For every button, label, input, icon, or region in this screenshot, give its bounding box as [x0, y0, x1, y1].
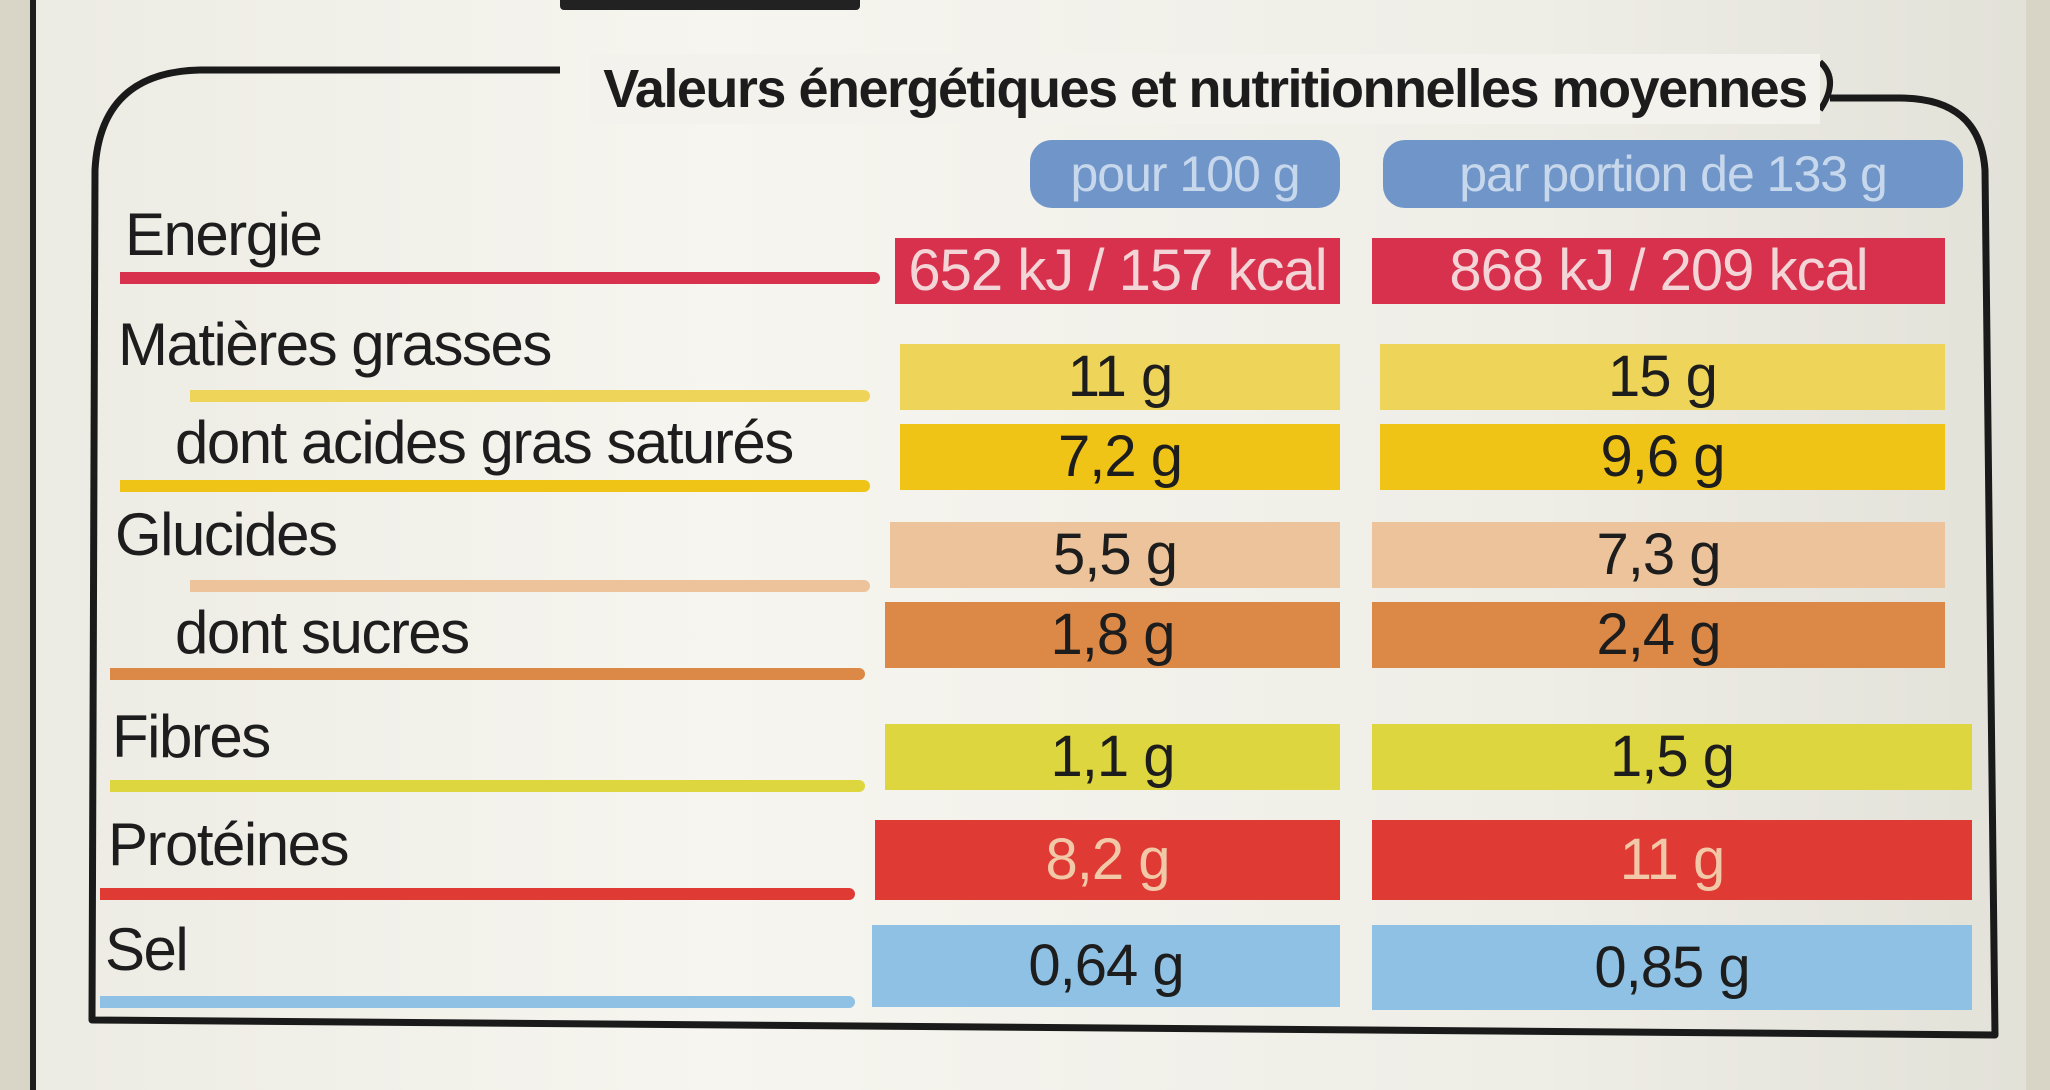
row-underline-acides-gras-satures: [120, 480, 870, 492]
value-fibres-per100: 1,1 g: [885, 724, 1340, 790]
value-energie-portion: 868 kJ / 209 kcal: [1372, 238, 1945, 304]
row-label-acides-gras-satures: dont acides gras saturés: [175, 409, 794, 476]
value-sucres-per100: 1,8 g: [885, 602, 1340, 668]
column-header-per-portion: par portion de 133 g: [1383, 140, 1963, 208]
value-proteines-portion: 11 g: [1372, 820, 1972, 900]
column-header-per-100g: pour 100 g: [1030, 140, 1340, 208]
value-sel-per100: 0,64 g: [872, 925, 1340, 1007]
row-underline-sucres: [110, 668, 865, 680]
row-label-fibres: Fibres: [112, 703, 271, 770]
value-matieres-grasses-per100: 11 g: [900, 344, 1340, 410]
top-cutoff-text: [560, 0, 860, 10]
row-label-sel: Sel: [105, 916, 189, 983]
row-underline-energie: [120, 272, 880, 284]
row-label-glucides: Glucides: [115, 501, 338, 568]
value-sel-portion: 0,85 g: [1372, 925, 1972, 1010]
table-title: Valeurs énergétiques et nutritionnelles …: [590, 54, 1820, 124]
row-underline-glucides: [190, 580, 870, 592]
row-underline-sel: [100, 996, 855, 1008]
row-underline-matieres-grasses: [190, 390, 870, 402]
row-label-energie: Energie: [125, 201, 323, 268]
value-sucres-portion: 2,4 g: [1372, 602, 1945, 668]
row-underline-proteines: [100, 888, 855, 900]
row-label-matieres-grasses: Matières grasses: [118, 311, 552, 378]
package-border-left: [30, 0, 36, 1090]
value-matieres-grasses-portion: 15 g: [1380, 344, 1945, 410]
row-label-proteines: Protéines: [108, 811, 349, 878]
value-acides-gras-satures-portion: 9,6 g: [1380, 424, 1945, 490]
row-underline-fibres: [110, 780, 865, 792]
package-fold-right: [2026, 0, 2050, 1090]
value-fibres-portion: 1,5 g: [1372, 724, 1972, 790]
value-glucides-per100: 5,5 g: [890, 522, 1340, 588]
package-fold-left: [0, 0, 34, 1090]
value-proteines-per100: 8,2 g: [875, 820, 1340, 900]
value-acides-gras-satures-per100: 7,2 g: [900, 424, 1340, 490]
row-label-sucres: dont sucres: [175, 599, 470, 666]
value-glucides-portion: 7,3 g: [1372, 522, 1945, 588]
value-energie-per100: 652 kJ / 157 kcal: [895, 238, 1340, 304]
